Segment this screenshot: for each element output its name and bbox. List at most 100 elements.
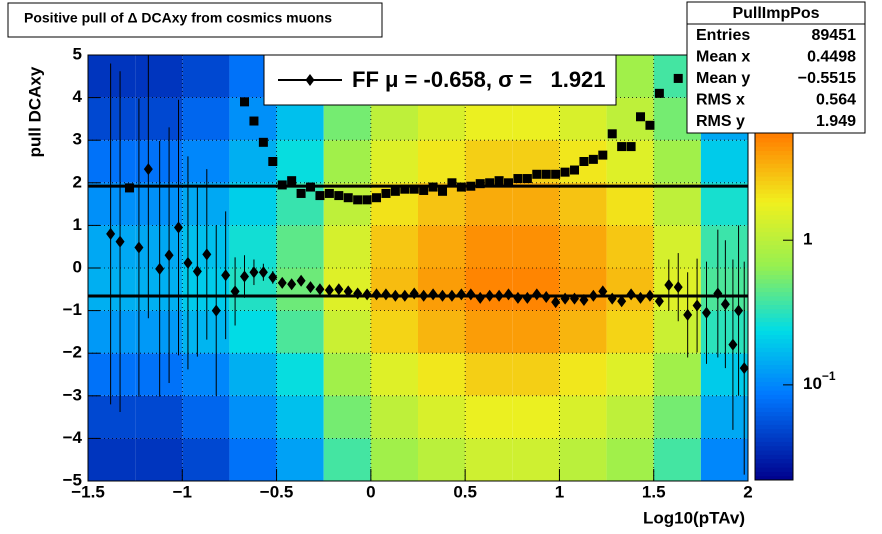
x-axis-label: Log10(pTAv) [643, 508, 745, 527]
heat-cell [606, 268, 654, 311]
marker [334, 191, 344, 201]
colorbar-strip [755, 458, 793, 464]
marker [560, 292, 570, 305]
heat-cell [700, 395, 748, 439]
z-tick-base: 10 [803, 374, 822, 393]
stats-label: RMS y [696, 113, 745, 130]
heat-cell [465, 225, 513, 268]
marker [372, 288, 382, 301]
colorbar-strip [755, 450, 793, 455]
marker [296, 274, 306, 287]
marker [673, 281, 683, 294]
colorbar-strip [755, 167, 793, 173]
y-tick-label: −2 [63, 343, 82, 362]
heat-cell [323, 353, 371, 396]
z-tick-label: 10−1 [803, 369, 836, 393]
heat-cell [135, 310, 183, 354]
heat-cell [229, 353, 277, 396]
heat-cell [229, 395, 277, 439]
marker [485, 178, 495, 188]
marker [438, 186, 448, 196]
marker [475, 179, 485, 189]
marker [607, 129, 617, 139]
colorbar-strip [755, 287, 793, 293]
heat-cell [418, 395, 466, 439]
heat-cell [418, 225, 466, 268]
marker [570, 165, 580, 175]
heat-cell [512, 182, 560, 226]
colorbar-strip [755, 150, 793, 156]
heat-cell [135, 55, 183, 98]
heat-cell [700, 353, 748, 396]
colorbar-strip [755, 201, 793, 207]
marker [306, 182, 316, 192]
marker [249, 116, 259, 126]
colorbar-strip [755, 325, 793, 331]
heat-cell [512, 310, 560, 354]
legend-label: FF μ = -0.658, σ = 1.921 [352, 67, 606, 92]
marker [134, 241, 144, 254]
colorbar-strip [755, 420, 793, 425]
stats-value: 0.4498 [807, 49, 856, 66]
marker [211, 304, 221, 317]
colorbar-strip [755, 133, 793, 139]
colorbar-strip [755, 428, 793, 434]
marker [522, 291, 532, 304]
colorbar-strip [755, 214, 793, 220]
marker [664, 279, 674, 292]
stats-value: 0.564 [816, 92, 856, 109]
marker [324, 284, 334, 297]
heat-cell [229, 438, 277, 481]
marker [174, 221, 184, 234]
colorbar-strip [755, 210, 793, 216]
colorbar-strip [755, 338, 793, 344]
heat-cell [88, 310, 136, 354]
marker [607, 292, 617, 305]
marker [504, 178, 514, 188]
marker [551, 169, 561, 179]
colorbar-strip [755, 364, 793, 370]
heat-cell [182, 140, 230, 183]
marker [381, 188, 391, 198]
marker [124, 183, 134, 193]
colorbar-strip [755, 343, 793, 348]
heat-cell [135, 353, 183, 396]
colorbar-strip [755, 171, 793, 177]
y-axis-label: pull DCAxy [25, 66, 44, 157]
marker [522, 174, 532, 184]
y-tick-label: 0 [73, 257, 82, 276]
heat-cell [653, 140, 701, 183]
marker [155, 262, 165, 275]
stats-value: 1.949 [816, 113, 856, 130]
heat-cell [465, 395, 513, 439]
colorbar-strip [755, 373, 793, 378]
colorbar-strip [755, 475, 793, 481]
heat-cell [465, 268, 513, 311]
marker [683, 308, 693, 321]
colorbar-strip [755, 231, 793, 237]
marker [645, 289, 655, 302]
colorbar-strip [755, 197, 793, 203]
legend-marker [305, 74, 315, 86]
marker [579, 293, 589, 306]
marker [579, 157, 589, 166]
marker [143, 163, 153, 176]
heat-cell [88, 55, 136, 98]
colorbar-strip [755, 355, 793, 361]
colorbar-strip [755, 300, 793, 306]
colorbar-strip [755, 244, 793, 250]
y-tick-label: −4 [63, 428, 83, 447]
colorbar-strip [755, 321, 793, 327]
heat-cell [700, 182, 748, 226]
colorbar-strip [755, 188, 793, 194]
heat-cell [88, 140, 136, 183]
y-tick-label: −1 [63, 300, 82, 319]
heat-cell [135, 395, 183, 439]
colorbar-strip [755, 360, 793, 365]
colorbar-strip [755, 193, 793, 199]
marker [221, 269, 231, 282]
colorbar-strip [755, 377, 793, 383]
marker [192, 265, 202, 278]
y-tick-label: 4 [73, 87, 83, 106]
